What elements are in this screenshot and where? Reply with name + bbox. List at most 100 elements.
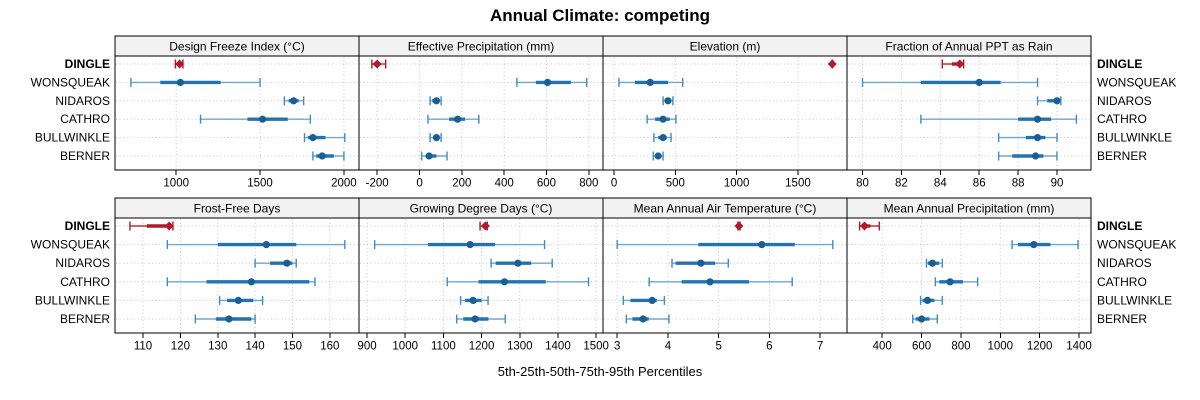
panel-strip-label: Growing Degree Days (°C)	[410, 202, 553, 216]
tick-label: 1400	[1066, 341, 1092, 353]
station-label-right: BERNER	[1097, 312, 1147, 326]
tick-label: 400	[873, 341, 892, 353]
median-dot	[946, 278, 954, 286]
tick-label: 80	[856, 178, 869, 190]
median-dot	[176, 78, 185, 86]
median-dot	[543, 78, 552, 86]
median-dot	[432, 134, 441, 142]
median-dot	[1033, 134, 1042, 142]
tick-label: 1500	[785, 178, 811, 190]
median-diamond	[734, 221, 744, 231]
station-label-left: NIDAROS	[55, 256, 110, 270]
tick-label: 0	[416, 178, 422, 190]
median-dot	[318, 152, 326, 160]
median-dot	[1033, 115, 1042, 123]
tick-label: 1000	[724, 178, 750, 190]
panel-frame	[114, 55, 360, 171]
tick-label: 88	[1012, 178, 1025, 190]
median-dot	[928, 259, 937, 267]
tick-label: 84	[934, 178, 947, 190]
tick-label: 110	[134, 341, 152, 353]
tick-label: 90	[1051, 178, 1064, 190]
median-diamond	[860, 221, 870, 231]
tick-label: 160	[320, 341, 339, 353]
station-label-left: BERNER	[60, 149, 110, 163]
median-dot	[758, 241, 766, 249]
station-label-left: BERNER	[60, 312, 110, 326]
tick-label: 1200	[469, 341, 495, 353]
median-dot	[654, 152, 662, 160]
tick-label: 4	[665, 341, 672, 353]
panel-frame	[602, 217, 848, 334]
median-diamond	[827, 59, 837, 69]
station-label-right: WONSQUEAK	[1097, 75, 1176, 89]
median-dot	[432, 97, 441, 105]
median-dot	[247, 278, 255, 286]
station-label-left: WONSQUEAK	[31, 75, 110, 89]
x-axis-label: 5th-25th-50th-75th-95th Percentiles	[498, 364, 703, 379]
tick-label: 1500	[247, 178, 273, 190]
median-dot	[514, 259, 522, 267]
station-label-right: BULLWINKLE	[1097, 131, 1172, 145]
median-diamond	[164, 221, 174, 231]
tick-label: 6	[766, 341, 772, 353]
station-label-right: CATHRO	[1097, 112, 1147, 126]
tick-label: 800	[579, 178, 598, 190]
station-label-right: CATHRO	[1097, 275, 1147, 289]
median-dot	[1053, 97, 1061, 105]
median-dot	[469, 296, 477, 304]
panel-frame	[846, 55, 1092, 171]
tick-label: 1300	[507, 341, 533, 353]
panel-strip-label: Mean Annual Precipitation (mm)	[884, 202, 1055, 216]
panel-frame	[358, 217, 604, 334]
median-diamond	[955, 59, 965, 69]
panel-strip-label: Fraction of Annual PPT as Rain	[885, 40, 1052, 54]
median-dot	[648, 296, 656, 304]
median-diamond	[372, 59, 382, 69]
tick-label: 130	[208, 341, 227, 353]
station-label-left: NIDAROS	[55, 94, 110, 108]
tick-label: 140	[246, 341, 265, 353]
station-label-left: CATHRO	[60, 112, 110, 126]
median-dot	[471, 315, 479, 323]
tick-label: 3	[614, 341, 620, 353]
median-dot	[697, 259, 705, 267]
panel-frame	[114, 217, 360, 334]
panel-frame	[846, 217, 1092, 334]
panels-group: Design Freeze Index (°C)1000 1500 2000Effe…	[31, 35, 1176, 353]
tick-label: 1200	[1027, 341, 1053, 353]
tick-label: 86	[973, 178, 986, 190]
tick-label: 900	[357, 341, 376, 353]
median-dot	[258, 115, 267, 123]
station-label-left: DINGLE	[65, 57, 110, 71]
median-dot	[289, 97, 298, 105]
tick-label: 0	[611, 178, 617, 190]
station-label-right: NIDAROS	[1097, 94, 1152, 108]
station-label-left: CATHRO	[60, 275, 110, 289]
median-dot	[646, 78, 654, 86]
station-label-right: WONSQUEAK	[1097, 238, 1176, 252]
median-dot	[639, 315, 647, 323]
panel-strip-label: Frost-Free Days	[194, 202, 281, 216]
tick-label: 5	[715, 341, 721, 353]
tick-label: 1500	[583, 341, 609, 353]
panel-strip-label: Design Freeze Index (°C)	[169, 40, 305, 54]
median-dot	[262, 241, 270, 249]
median-dot	[225, 315, 233, 323]
tick-label: 500	[666, 178, 685, 190]
median-dot	[664, 97, 672, 105]
median-dot	[975, 78, 983, 86]
panel-strip-label: Effective Precipitation (mm)	[408, 40, 555, 54]
station-label-left: WONSQUEAK	[31, 238, 110, 252]
tick-label: 1000	[392, 341, 418, 353]
median-diamond	[480, 221, 490, 231]
tick-label: 400	[495, 178, 514, 190]
tick-label: 200	[452, 178, 471, 190]
panel-frame	[358, 55, 604, 171]
tick-label: 600	[912, 341, 931, 353]
tick-label: 800	[951, 341, 970, 353]
median-dot	[234, 296, 242, 304]
station-label-left: BULLWINKLE	[35, 293, 110, 307]
